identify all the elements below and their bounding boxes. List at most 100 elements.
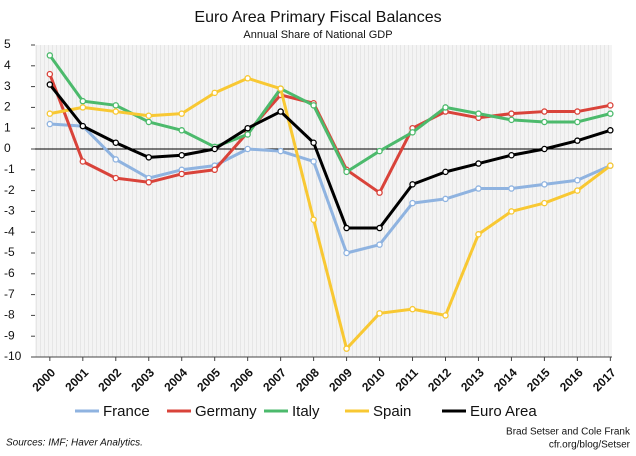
x-tick-label: 2004	[161, 365, 190, 394]
point	[508, 116, 515, 124]
legend-label: Germany	[195, 403, 257, 420]
point	[376, 189, 383, 196]
point	[310, 216, 317, 223]
x-tick-label: 2012	[425, 365, 454, 394]
point	[574, 108, 581, 115]
point	[376, 310, 383, 317]
x-tick-label: 2010	[359, 365, 388, 394]
point	[145, 118, 153, 126]
point	[409, 129, 416, 136]
y-tick-label: 3	[4, 79, 11, 93]
point	[541, 118, 548, 126]
point	[508, 208, 515, 215]
x-tick-label: 2017	[590, 365, 619, 394]
legend-label: Italy	[292, 403, 320, 420]
x-tick-label: 2016	[557, 365, 586, 394]
point	[244, 75, 251, 82]
point	[79, 158, 87, 165]
x-tick-label: 2013	[458, 365, 487, 394]
y-tick-label: -5	[4, 245, 15, 259]
x-tick-label: 2015	[524, 365, 553, 394]
point	[244, 131, 251, 138]
point	[607, 110, 614, 117]
point	[145, 112, 153, 119]
point	[475, 231, 482, 238]
y-tick-label: 4	[4, 58, 11, 72]
point	[112, 108, 120, 115]
point	[178, 151, 185, 159]
point	[145, 154, 153, 161]
point	[541, 108, 548, 115]
point	[46, 52, 54, 59]
credit: Brad Setser and Cole Frank	[506, 427, 631, 438]
point	[607, 127, 614, 134]
series-line	[49, 76, 612, 351]
x-tick-label: 2006	[227, 365, 256, 394]
point	[46, 120, 54, 128]
series-line	[48, 83, 611, 230]
point	[211, 166, 218, 174]
legend-label: France	[103, 403, 150, 420]
chart-title: Euro Area Primary Fiscal Balances	[194, 9, 441, 26]
point	[310, 158, 317, 165]
point	[409, 305, 416, 313]
point	[277, 85, 284, 92]
point	[541, 181, 548, 188]
x-tick-label: 2009	[326, 365, 355, 394]
source: Sources: IMF; Haver Analytics.	[6, 438, 143, 449]
point	[112, 156, 120, 163]
point	[376, 224, 383, 232]
point	[607, 102, 614, 109]
point	[112, 139, 120, 147]
legend-label: Spain	[373, 403, 411, 420]
point	[343, 168, 350, 176]
y-tick-label: -6	[4, 266, 15, 280]
point	[508, 185, 515, 192]
point	[46, 110, 54, 117]
credit: cfr.org/blog/Setser	[549, 440, 631, 451]
y-tick-label: -3	[4, 204, 15, 218]
y-tick-label: -2	[4, 183, 15, 197]
point	[244, 145, 251, 153]
point	[442, 312, 449, 319]
chart-subtitle: Annual Share of National GDP	[243, 29, 392, 41]
point	[574, 137, 581, 144]
plot-area	[35, 45, 612, 357]
x-tick-label: 2000	[29, 365, 58, 394]
point	[442, 168, 449, 176]
point	[508, 151, 515, 159]
point	[475, 110, 482, 117]
y-tick-label: -1	[4, 162, 15, 176]
point	[211, 145, 218, 153]
series-line	[49, 122, 611, 255]
point	[409, 199, 416, 207]
x-tick-label: 2008	[293, 365, 322, 394]
x-tick-label: 2014	[491, 365, 520, 394]
point	[211, 89, 218, 97]
point	[46, 70, 54, 78]
y-tick-label: 2	[4, 100, 11, 114]
y-tick-label: -10	[4, 349, 22, 363]
point	[145, 179, 153, 186]
point	[178, 110, 185, 117]
point	[178, 170, 185, 178]
y-tick-label: 1	[4, 120, 11, 134]
point	[574, 176, 581, 184]
point	[79, 97, 87, 105]
point	[409, 181, 416, 188]
point	[343, 345, 350, 352]
point	[574, 187, 581, 194]
point	[178, 127, 185, 134]
point	[574, 118, 581, 126]
x-tick-label: 2002	[95, 365, 124, 394]
y-tick-label: -7	[4, 287, 15, 301]
point	[541, 199, 548, 207]
x-tick-label: 2007	[260, 365, 289, 394]
x-tick-label: 2005	[194, 365, 223, 394]
point	[607, 162, 614, 169]
point	[475, 160, 482, 167]
point	[343, 249, 350, 257]
point	[376, 241, 383, 248]
point	[277, 147, 284, 155]
